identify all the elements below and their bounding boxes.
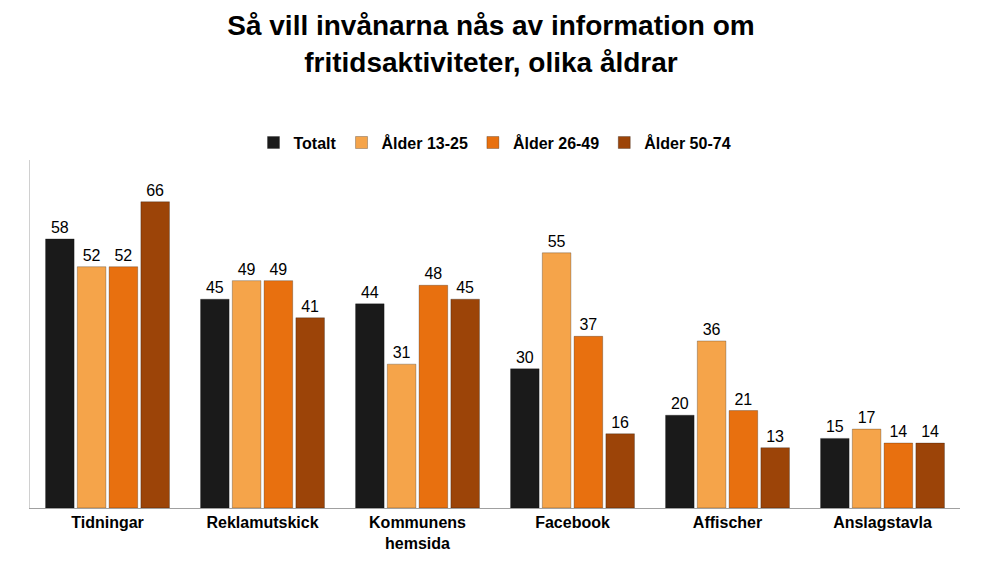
svg-text:31: 31	[393, 344, 411, 361]
svg-text:30: 30	[516, 349, 534, 366]
svg-text:Ålder 26-49: Ålder 26-49	[513, 134, 599, 152]
svg-text:14: 14	[889, 423, 907, 440]
svg-text:14: 14	[921, 423, 939, 440]
svg-text:44: 44	[361, 284, 379, 301]
svg-text:Så vill invånarna nås av infor: Så vill invånarna nås av information omf…	[227, 10, 755, 77]
svg-text:66: 66	[146, 182, 164, 199]
svg-text:13: 13	[766, 428, 784, 445]
svg-text:52: 52	[114, 247, 132, 264]
svg-text:Ålder 50-74: Ålder 50-74	[644, 134, 730, 152]
svg-text:55: 55	[548, 233, 566, 250]
svg-text:Affischer: Affischer	[693, 514, 762, 531]
svg-text:15: 15	[826, 418, 844, 435]
svg-text:21: 21	[734, 391, 752, 408]
svg-text:Anslagstavla: Anslagstavla	[833, 514, 932, 531]
svg-text:Facebook: Facebook	[535, 514, 610, 531]
svg-text:Reklamutskick: Reklamutskick	[206, 514, 318, 531]
svg-text:17: 17	[858, 409, 876, 426]
svg-text:Tidningar: Tidningar	[71, 514, 144, 531]
svg-text:58: 58	[51, 219, 69, 236]
svg-text:36: 36	[703, 321, 721, 338]
svg-text:Kommunenshemsida: Kommunenshemsida	[369, 514, 466, 552]
svg-text:Ålder 13-25: Ålder 13-25	[382, 134, 468, 152]
svg-text:45: 45	[456, 279, 474, 296]
svg-text:16: 16	[611, 414, 629, 431]
svg-text:49: 49	[238, 261, 256, 278]
svg-text:49: 49	[269, 261, 287, 278]
svg-text:20: 20	[671, 395, 689, 412]
svg-text:45: 45	[206, 279, 224, 296]
svg-text:52: 52	[83, 247, 101, 264]
svg-text:48: 48	[424, 265, 442, 282]
svg-text:37: 37	[579, 316, 597, 333]
svg-text:41: 41	[301, 298, 319, 315]
svg-text:Totalt: Totalt	[294, 135, 337, 152]
